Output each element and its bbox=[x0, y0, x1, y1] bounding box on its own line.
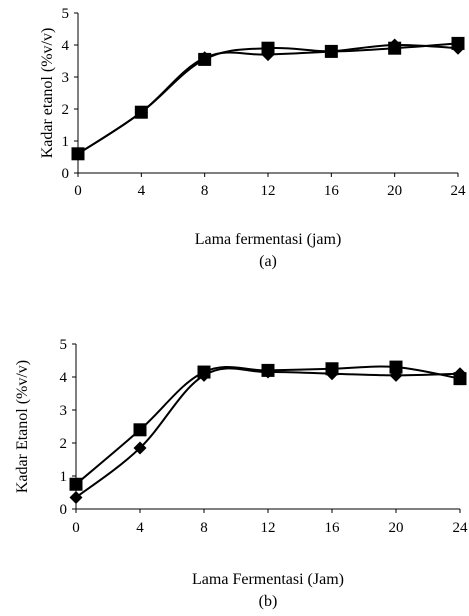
x-tick-label: 16 bbox=[325, 520, 341, 536]
data-point-square bbox=[451, 36, 465, 50]
y-tick-label: 2 bbox=[62, 102, 70, 118]
data-point-diamond bbox=[133, 441, 147, 455]
data-point-square bbox=[69, 477, 83, 491]
x-tick-label: 4 bbox=[138, 183, 146, 199]
data-point-square bbox=[453, 372, 467, 386]
y-tick-label: 5 bbox=[60, 337, 68, 353]
series-line-diamond bbox=[77, 43, 459, 155]
x-tick-label: 8 bbox=[201, 183, 209, 199]
y-tick-label: 4 bbox=[62, 38, 70, 54]
x-tick-label: 12 bbox=[261, 520, 276, 536]
y-tick-label: 0 bbox=[62, 166, 70, 182]
y-tick-label: 3 bbox=[62, 70, 70, 86]
data-point-diamond bbox=[69, 490, 83, 504]
x-tick-label: 4 bbox=[136, 520, 144, 536]
y-axis-label: Kadar etanol (%v/v) bbox=[39, 28, 56, 159]
x-tick-label: 0 bbox=[72, 520, 80, 536]
y-tick-label: 1 bbox=[60, 469, 68, 485]
y-tick-label: 0 bbox=[60, 502, 68, 518]
x-axis-label: Lama Fermentasi (Jam) bbox=[192, 571, 344, 588]
y-tick-label: 3 bbox=[60, 403, 68, 419]
x-tick-label: 8 bbox=[200, 520, 208, 536]
data-point-square bbox=[389, 360, 403, 374]
data-point-square bbox=[198, 52, 212, 66]
panel-caption: (b) bbox=[259, 593, 278, 610]
y-tick-label: 5 bbox=[62, 6, 70, 22]
data-point-square bbox=[133, 423, 147, 437]
y-tick-label: 1 bbox=[62, 134, 70, 150]
y-axis-label: Kadar Etanol (%v/v) bbox=[14, 360, 31, 493]
data-point-square bbox=[324, 44, 338, 58]
x-tick-label: 20 bbox=[389, 520, 404, 536]
x-tick-label: 16 bbox=[324, 183, 340, 199]
y-tick-label: 4 bbox=[60, 370, 68, 386]
data-point-square bbox=[71, 147, 85, 161]
data-point-square bbox=[388, 41, 402, 55]
data-point-square bbox=[261, 41, 275, 55]
x-tick-label: 24 bbox=[451, 183, 467, 199]
data-point-square bbox=[261, 363, 275, 377]
x-tick-label: 24 bbox=[453, 520, 469, 536]
x-tick-label: 0 bbox=[74, 183, 82, 199]
x-tick-label: 20 bbox=[387, 183, 402, 199]
x-tick-label: 12 bbox=[261, 183, 276, 199]
data-point-square bbox=[197, 365, 211, 379]
x-axis-label: Lama fermentasi (jam) bbox=[195, 231, 342, 248]
panel-caption: (a) bbox=[259, 253, 277, 270]
data-point-square bbox=[325, 362, 339, 376]
data-point-square bbox=[134, 105, 148, 119]
y-tick-label: 2 bbox=[60, 436, 68, 452]
